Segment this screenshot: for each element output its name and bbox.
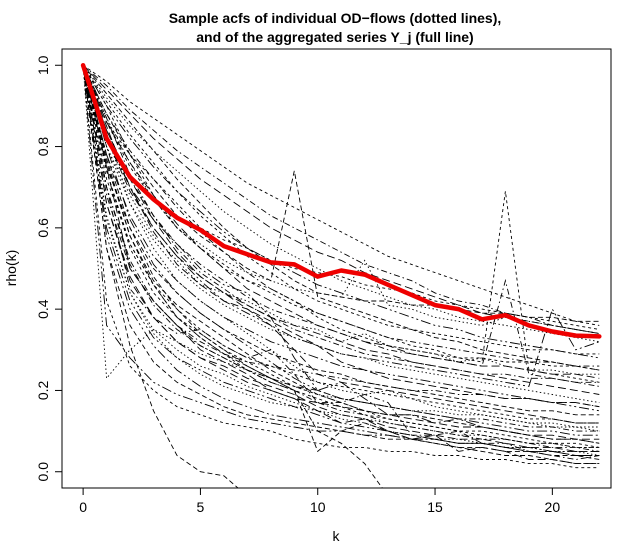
od-flow-line	[82, 65, 600, 379]
od-flow-line	[82, 65, 600, 428]
od-flow-line	[82, 65, 600, 408]
od-flow-line	[82, 65, 600, 395]
od-flow-line	[82, 65, 600, 452]
od-flow-line	[82, 65, 600, 460]
od-flow-line	[82, 65, 600, 469]
od-flow-line	[82, 65, 600, 424]
y-tick-label: 0.4	[35, 299, 51, 319]
x-tick-label: 20	[545, 499, 561, 515]
od-flow-line	[82, 65, 600, 322]
od-flow-line	[82, 65, 600, 330]
y-tick-label: 0.6	[35, 218, 51, 238]
od-flow-line	[82, 65, 600, 383]
od-flow-line	[82, 65, 600, 436]
chart-title: Sample acfs of individual OD−flows (dott…	[169, 10, 502, 26]
aggregate-layer	[80, 63, 602, 339]
series-layer	[82, 64, 600, 488]
od-flow-line	[82, 65, 239, 488]
od-flow-line	[82, 65, 600, 355]
y-axis: 0.0 0.2 0.4 0.6 0.8 1.0	[35, 55, 63, 482]
x-tick-label: 5	[197, 499, 205, 515]
od-flow-line	[82, 65, 600, 460]
od-flow-line	[82, 65, 600, 404]
od-flow-line	[82, 65, 383, 488]
od-flow-line	[82, 65, 600, 367]
od-flow-line	[82, 65, 600, 371]
y-tick-label: 0.2	[35, 381, 51, 401]
od-flow-line	[82, 65, 600, 375]
od-flow-line	[82, 65, 600, 424]
od-flow-line	[82, 65, 600, 456]
od-flow-line	[82, 65, 600, 452]
plot-frame	[61, 48, 612, 489]
x-axis: 0 5 10 15 20	[79, 487, 561, 515]
aggregate-line	[80, 63, 602, 339]
od-flow-line	[82, 65, 600, 387]
y-tick-label: 0.0	[35, 462, 51, 482]
od-flow-line	[82, 65, 600, 343]
x-axis-label: k	[333, 528, 341, 544]
od-flow-line	[82, 65, 600, 408]
x-tick-label: 10	[310, 499, 326, 515]
od-flow-line	[82, 64, 600, 326]
x-tick-label: 0	[79, 499, 87, 515]
od-flow-line	[82, 65, 600, 465]
od-flow-line	[82, 65, 600, 412]
od-flow-line	[82, 65, 600, 359]
y-axis-label: rho(k)	[3, 250, 19, 287]
chart-subtitle: and of the aggregated series Y_j (full l…	[196, 29, 473, 45]
od-flow-line	[82, 65, 600, 416]
y-tick-label: 1.0	[35, 55, 51, 75]
od-flow-line	[82, 65, 600, 371]
od-flow-line	[82, 65, 600, 456]
y-tick-label: 0.8	[35, 137, 51, 157]
x-tick-label: 15	[427, 499, 443, 515]
od-flow-line	[82, 65, 600, 465]
